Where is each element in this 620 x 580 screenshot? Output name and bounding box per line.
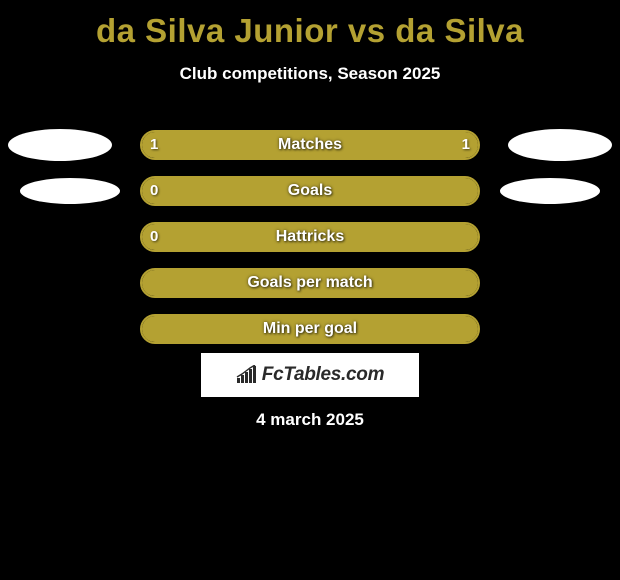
- stat-label: Matches: [142, 132, 478, 158]
- stat-bar: 0 Goals: [140, 176, 480, 206]
- player-left-marker: [8, 129, 112, 161]
- stat-bar: 0 Hattricks: [140, 222, 480, 252]
- stat-rows: 1 Matches 1 0 Goals 0 Hatt: [0, 122, 620, 352]
- page-title: da Silva Junior vs da Silva: [0, 0, 620, 50]
- stat-bar: Min per goal: [140, 314, 480, 344]
- stat-row-min-per-goal: Min per goal: [0, 306, 620, 352]
- player-left-marker: [20, 178, 120, 204]
- stat-label: Goals per match: [142, 270, 478, 296]
- stat-bar: 1 Matches 1: [140, 130, 480, 160]
- comparison-infographic: da Silva Junior vs da Silva Club competi…: [0, 0, 620, 580]
- stat-label: Min per goal: [142, 316, 478, 342]
- player-right-marker: [508, 129, 612, 161]
- brand-text: FcTables.com: [262, 364, 384, 386]
- stat-row-hattricks: 0 Hattricks: [0, 214, 620, 260]
- stat-row-matches: 1 Matches 1: [0, 122, 620, 168]
- date-line: 4 march 2025: [0, 410, 620, 430]
- player-right-marker: [500, 178, 600, 204]
- stat-bar: Goals per match: [140, 268, 480, 298]
- brand-box: FcTables.com: [201, 353, 419, 397]
- stat-row-goals-per-match: Goals per match: [0, 260, 620, 306]
- stat-label: Goals: [142, 178, 478, 204]
- stat-label: Hattricks: [142, 224, 478, 250]
- bar-chart-icon: [236, 365, 258, 385]
- stat-value-right: 1: [462, 132, 470, 158]
- stat-row-goals: 0 Goals: [0, 168, 620, 214]
- subtitle: Club competitions, Season 2025: [0, 64, 620, 84]
- brand-inner: FcTables.com: [236, 364, 384, 386]
